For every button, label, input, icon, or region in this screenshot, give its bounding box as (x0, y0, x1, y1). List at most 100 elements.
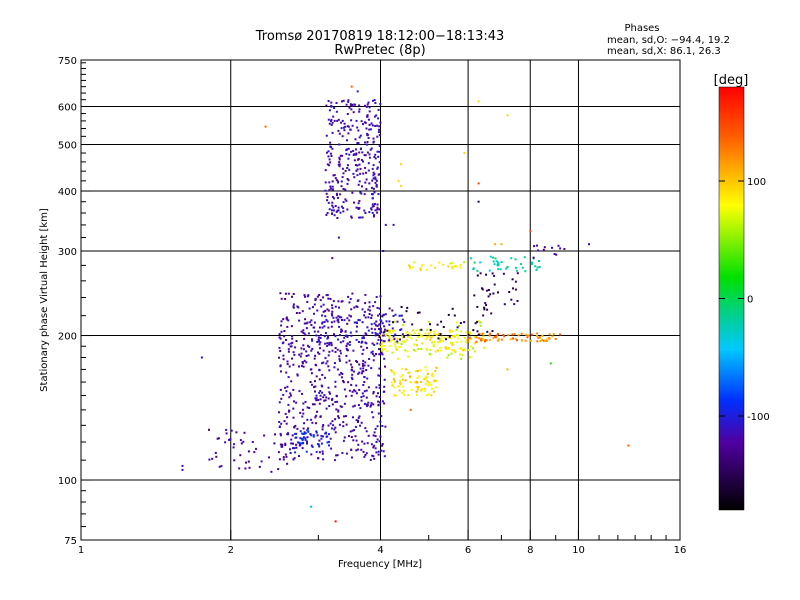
data-point (563, 248, 566, 250)
data-point (475, 336, 478, 339)
data-point (363, 390, 366, 393)
data-point (426, 394, 428, 397)
data-point (341, 154, 343, 157)
data-point (463, 152, 466, 154)
data-point (382, 334, 385, 337)
data-point (420, 334, 423, 337)
data-point (448, 329, 451, 332)
data-point (298, 353, 301, 356)
data-point (350, 119, 353, 122)
data-point (377, 392, 379, 395)
x-tick-label: 8 (527, 545, 533, 556)
data-point (407, 355, 410, 358)
data-point (427, 381, 430, 384)
data-point (337, 410, 340, 413)
data-point (336, 194, 338, 197)
data-point (355, 206, 358, 209)
data-point (355, 449, 358, 452)
data-point (351, 390, 354, 393)
data-point (481, 339, 483, 342)
data-point (381, 353, 384, 356)
data-point (348, 343, 351, 346)
data-point (302, 442, 305, 444)
data-point (358, 207, 361, 210)
data-point (352, 416, 354, 419)
data-point (379, 295, 382, 298)
data-point (334, 385, 337, 388)
data-point (220, 465, 223, 468)
data-point (363, 310, 366, 313)
data-point (294, 451, 297, 454)
data-point (432, 375, 435, 378)
data-point (367, 308, 370, 311)
x-tick-label: 1 (78, 545, 84, 556)
data-point (283, 330, 286, 332)
data-point (333, 362, 336, 365)
data-point (335, 454, 338, 457)
data-point (341, 300, 344, 303)
data-point (357, 319, 360, 322)
data-point (427, 320, 430, 323)
data-point (412, 266, 415, 269)
data-point (442, 340, 445, 343)
data-point (362, 384, 365, 386)
data-point (415, 339, 418, 342)
data-point (397, 357, 399, 360)
data-point (232, 446, 235, 449)
data-point (363, 154, 366, 157)
data-point (473, 294, 476, 297)
data-point (338, 355, 341, 358)
data-point (304, 295, 306, 298)
data-point (338, 306, 340, 309)
data-point (339, 349, 342, 352)
data-point (454, 351, 457, 353)
data-point (359, 134, 362, 137)
data-point (346, 322, 349, 325)
data-point (337, 318, 340, 321)
data-point (340, 328, 343, 331)
data-point (338, 132, 341, 135)
data-point (343, 436, 346, 439)
data-point (506, 114, 509, 117)
data-point (548, 333, 551, 336)
data-point (411, 323, 414, 326)
data-point (334, 335, 337, 338)
data-point (286, 360, 289, 363)
data-point (542, 248, 545, 251)
data-point (435, 366, 438, 369)
data-point (553, 253, 556, 255)
data-point (324, 181, 327, 184)
data-point (345, 347, 348, 350)
data-point (350, 85, 353, 88)
data-point (361, 185, 363, 188)
data-point (304, 432, 307, 435)
data-point (486, 308, 489, 311)
data-point (483, 306, 486, 309)
data-point (328, 158, 331, 161)
data-point (417, 348, 420, 350)
data-point (355, 384, 358, 387)
data-point (407, 372, 410, 374)
data-point (492, 337, 495, 339)
data-point (341, 135, 344, 138)
data-point (377, 453, 380, 456)
data-point (444, 347, 447, 350)
data-point (456, 341, 458, 344)
data-point (400, 306, 403, 308)
data-point (361, 216, 364, 219)
data-point (311, 338, 313, 341)
data-point (370, 207, 373, 210)
data-point (346, 113, 349, 115)
data-point (536, 340, 539, 343)
data-point (373, 354, 376, 357)
data-point (368, 182, 371, 185)
data-point (357, 202, 360, 205)
data-point (416, 388, 419, 391)
data-point (476, 330, 479, 333)
data-point (301, 362, 304, 365)
data-point (440, 320, 443, 323)
data-point (373, 431, 376, 434)
data-point (378, 307, 381, 310)
data-point (463, 261, 465, 264)
data-point (324, 399, 327, 402)
